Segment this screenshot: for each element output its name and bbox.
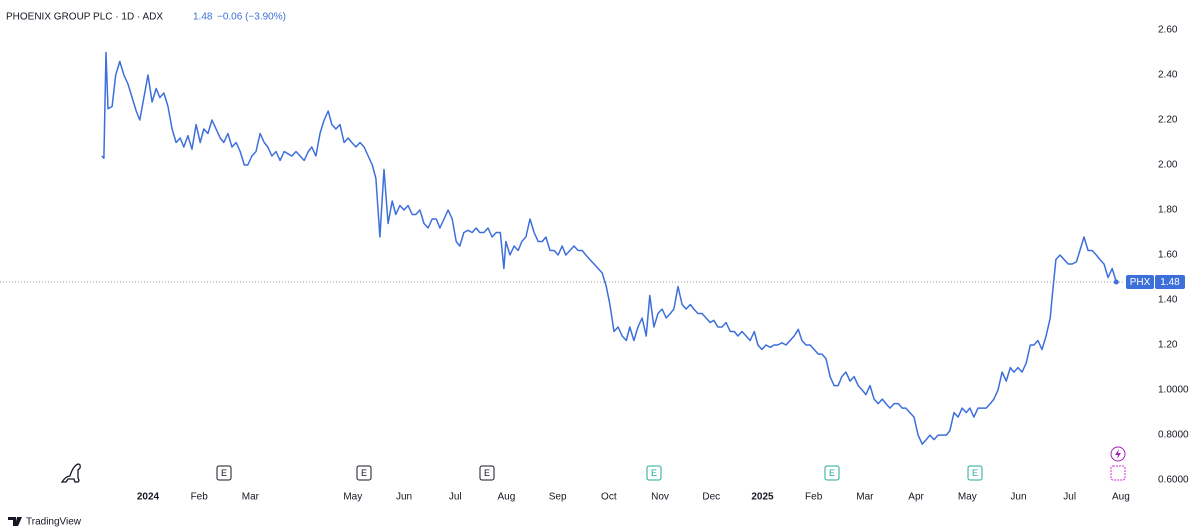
x-tick-label: Jun [396,492,412,503]
marker-label: E [829,468,835,478]
y-tick-label: 1.60 [1158,250,1178,261]
earnings-marker: E [216,465,232,481]
symbol-label: PHX [1130,277,1151,288]
x-tick-label: 2025 [751,492,774,503]
header-price: 1.48 [193,12,213,23]
x-tick-label: Nov [651,492,669,503]
marker-box [967,465,983,481]
logo: TradingView [8,517,82,528]
earnings-marker: E [824,465,840,481]
symbol-tag [1126,275,1154,290]
y-tick-label: 2.40 [1158,70,1178,81]
marker-box [479,465,495,481]
marker-label: E [361,468,367,478]
x-tick-label: May [343,492,362,503]
y-tick-label: 1.20 [1158,340,1178,351]
price-line [101,51,1118,445]
x-tick-label: Mar [242,492,260,503]
marker-label: E [651,468,657,478]
y-tick-label: 2.20 [1158,115,1178,126]
header-change: −0.06 (−3.90%) [217,12,286,23]
marker-box [646,465,662,481]
y-tick-label: 1.40 [1158,295,1178,306]
x-tick-label: May [958,492,977,503]
x-tick-label: 2024 [137,492,160,503]
x-tick-label: Jul [449,492,462,503]
x-tick-label: Dec [702,492,720,503]
x-tick-label: Mar [856,492,874,503]
x-tick-label: Feb [191,492,209,503]
x-tick-label: Apr [908,492,924,503]
earnings-marker: E [646,465,662,481]
marker-box [824,465,840,481]
price-label: 1.48 [1160,277,1180,288]
flash-icon [1110,446,1126,462]
chart-title: PHOENIX GROUP PLC · 1D · ADX [6,12,163,23]
marker-label: E [972,468,978,478]
brand: TradingView [26,517,82,528]
marker-box [356,465,372,481]
x-tick-label: Aug [1112,492,1130,503]
x-tick-label: Aug [498,492,516,503]
y-tick-label: 1.80 [1158,205,1178,216]
earnings-marker: E [356,465,372,481]
x-tick-label: Jun [1010,492,1026,503]
y-tick-label: 0.8000 [1158,430,1189,441]
marker-label: E [221,468,227,478]
earnings-marker: E [479,465,495,481]
marker-label: E [484,468,490,478]
x-tick-label: Feb [805,492,823,503]
x-tick-label: Jul [1063,492,1076,503]
price-tag [1155,275,1185,290]
x-tick-label: Oct [601,492,617,503]
marker-box [216,465,232,481]
y-tick-label: 0.6000 [1158,475,1189,486]
dino-icon [60,463,81,483]
y-tick-label: 2.60 [1158,25,1178,36]
y-tick-label: 1.0000 [1158,385,1189,396]
y-tick-label: 2.00 [1158,160,1178,171]
upcoming-marker [1110,465,1126,481]
last-point [1113,279,1119,285]
x-tick-label: Sep [549,492,567,503]
earnings-marker: E [967,465,983,481]
